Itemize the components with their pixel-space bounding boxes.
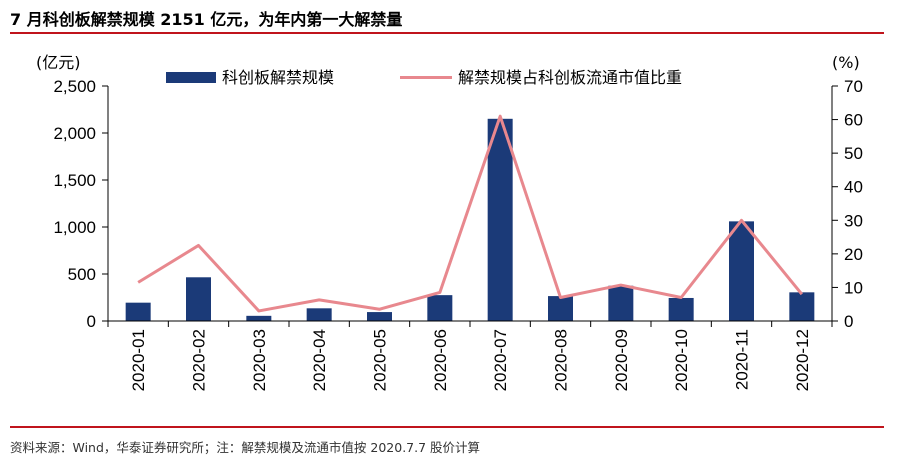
left-axis: 0 500 1,000 1,500 2,000 2,500 [53, 77, 109, 331]
left-axis-unit: (亿元) [36, 53, 81, 72]
left-tick-label: 1,000 [53, 218, 96, 237]
x-tick-label: 2020-08 [552, 329, 571, 391]
x-tick-label: 2020-07 [491, 329, 510, 391]
x-tick-label: 2020-09 [612, 329, 631, 391]
right-tick-label: 70 [844, 77, 863, 96]
bar-2020-02 [186, 277, 211, 321]
line-series [137, 114, 803, 313]
bar-2020-01 [125, 302, 151, 321]
bar-2020-12 [789, 292, 815, 321]
right-tick-label: 50 [844, 144, 863, 163]
footer-divider [10, 426, 884, 428]
legend-bar-swatch [166, 72, 216, 83]
title-divider [10, 32, 884, 34]
x-tick-label: 2020-04 [310, 329, 329, 391]
x-tick-label: 2020-02 [190, 329, 209, 391]
legend: 科创板解禁规模 解禁规模占科创板流通市值比重 [166, 68, 682, 87]
left-tick-label: 500 [68, 265, 96, 284]
right-tick-label: 60 [844, 111, 863, 130]
bar-2020-11 [729, 221, 754, 321]
right-axis: 0 10 20 30 40 50 60 70 [831, 77, 863, 331]
left-tick-label: 1,500 [53, 171, 96, 190]
right-tick-label: 0 [844, 312, 853, 331]
bar-2020-09 [608, 285, 634, 321]
bar-2020-10 [668, 297, 694, 321]
x-tick-label: 2020-06 [431, 329, 450, 391]
share-line [137, 114, 803, 313]
x-tick-label: 2020-10 [672, 329, 691, 391]
x-tick-label: 2020-03 [250, 329, 269, 391]
right-axis-unit: (%) [832, 53, 860, 72]
x-tick-label: 2020-11 [733, 329, 752, 390]
x-tick-label: 2020-12 [793, 329, 812, 391]
bar-series [125, 118, 815, 321]
bar-2020-04 [306, 308, 332, 321]
right-tick-label: 30 [844, 211, 863, 230]
left-tick-label: 2,000 [53, 124, 96, 143]
bar-2020-05 [367, 312, 392, 321]
bar-2020-06 [427, 295, 453, 321]
right-tick-label: 10 [844, 278, 863, 297]
x-tick-label: 2020-01 [129, 329, 148, 391]
x-tick-label: 2020-05 [371, 329, 390, 391]
bar-2020-07 [487, 118, 513, 321]
bar-2020-03 [246, 315, 272, 321]
left-tick-label: 2,500 [53, 77, 96, 96]
right-tick-label: 40 [844, 178, 863, 197]
right-tick-label: 20 [844, 245, 863, 264]
legend-line-label: 解禁规模占科创板流通市值比重 [458, 68, 682, 87]
bar-2020-08 [548, 296, 573, 321]
legend-bar-label: 科创板解禁规模 [222, 68, 334, 87]
chart-title: 7 月科创板解禁规模 2151 亿元，为年内第一大解禁量 [10, 10, 403, 29]
x-axis: 2020-01 2020-02 2020-03 2020-04 2020-05 2020-… [107, 320, 833, 391]
source-note: 资料来源：Wind，华泰证券研究所；注：解禁规模及流通市值按 2020.7.7 … [10, 440, 481, 455]
left-tick-label: 0 [87, 312, 96, 331]
